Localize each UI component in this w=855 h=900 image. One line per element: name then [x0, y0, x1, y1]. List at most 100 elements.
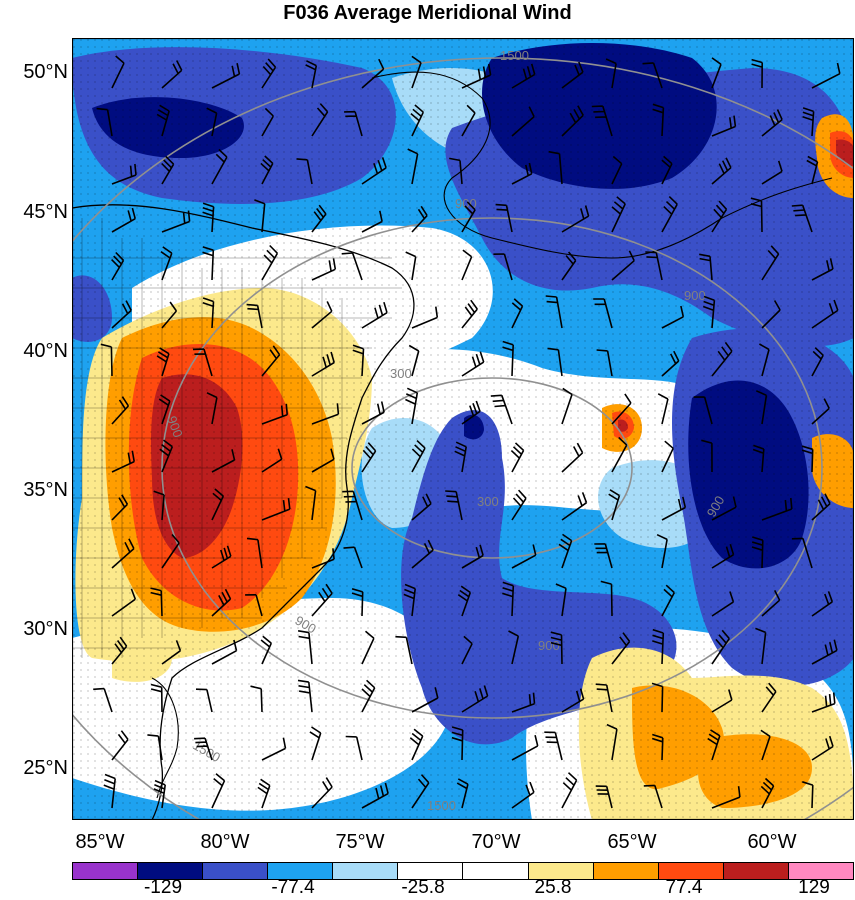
wind-barb [642, 62, 663, 89]
wind-barb [361, 630, 375, 665]
wind-barb [502, 581, 515, 617]
wind-barb [806, 155, 819, 185]
wind-barb [711, 786, 741, 809]
wind-barb [761, 590, 781, 617]
wind-barb [411, 306, 439, 329]
wind-barb [699, 253, 713, 281]
wind-barb [561, 251, 577, 281]
wind-barb [202, 246, 215, 281]
wind-barb [611, 155, 623, 185]
wind-barb [593, 298, 613, 329]
wind-barb [445, 490, 463, 521]
wind-barb [461, 400, 481, 425]
wind-barb [211, 148, 228, 185]
wind-barb [342, 490, 363, 521]
wind-barb [344, 110, 363, 137]
colorbar-swatch [397, 863, 463, 879]
map-svg: 1500 1500 1500 900 900 900 900 900 900 3… [72, 38, 854, 820]
wind-barb [652, 103, 665, 137]
wind-barb [811, 398, 830, 425]
wind-barb [508, 630, 520, 665]
wind-barb [600, 580, 613, 617]
wind-barb [761, 497, 793, 521]
wind-barb [411, 774, 430, 809]
colorbar-swatch [462, 863, 528, 879]
wind-barb [311, 777, 333, 809]
wind-barb [311, 548, 335, 569]
wind-barb [311, 403, 340, 425]
wind-barb [811, 692, 836, 713]
wind-barb [811, 493, 831, 521]
wind-barb [606, 723, 618, 761]
wind-barb [297, 630, 313, 665]
lat-label-40n: 40°N [23, 340, 68, 362]
wind-barb [411, 55, 422, 89]
wind-barb [755, 390, 768, 425]
coastline-florida [151, 677, 179, 799]
wind-barb [461, 63, 492, 89]
wind-barb [93, 687, 113, 713]
colorbar-swatch [202, 863, 268, 879]
wind-barb [561, 492, 588, 521]
stipple-overlay [72, 38, 854, 820]
wind-barb [707, 729, 721, 761]
wind-barb [211, 449, 236, 473]
wind-barb [461, 299, 478, 329]
wind-barb [195, 688, 213, 713]
wind-barb [661, 496, 687, 521]
wind-barb [206, 392, 218, 425]
wind-barb [558, 533, 573, 569]
wind-barb [711, 591, 735, 617]
wind-barb [352, 344, 365, 377]
wind-barb [661, 440, 674, 473]
wind-barb [611, 632, 631, 665]
wind-barb [343, 546, 363, 569]
wind-barb [311, 448, 335, 473]
lon-label-80w: 80°W [200, 831, 250, 853]
wind-barb [595, 683, 613, 713]
wind-barb [461, 351, 485, 377]
wind-barbs [93, 55, 841, 809]
wind-barb [608, 489, 621, 521]
wind-barb [261, 58, 277, 89]
wind-barb [550, 631, 563, 665]
wind-barb [545, 295, 563, 329]
lat-label-45n: 45°N [23, 201, 68, 223]
wind-barb [511, 489, 527, 521]
contour-label: 1500 [500, 48, 529, 63]
wind-barb [250, 685, 263, 713]
wind-barb [296, 158, 313, 185]
colorbar-label: -129 [143, 877, 183, 898]
wind-barb [161, 301, 178, 329]
wind-barb [661, 350, 680, 377]
wind-barb [511, 781, 535, 809]
wind-barb [611, 196, 626, 233]
wind-barb [657, 393, 669, 425]
wind-barb [711, 629, 730, 665]
wind-barb [511, 544, 537, 569]
wind-barb [202, 202, 215, 233]
wind-barb [408, 344, 420, 377]
colorbar-swatch [73, 863, 138, 879]
wind-barb [361, 442, 377, 473]
wind-barb [361, 679, 376, 713]
colorbar-swatch [787, 863, 853, 879]
wind-barb [711, 689, 733, 713]
wind-barb [811, 591, 834, 617]
map-title: F036 Average Meridional Wind [283, 2, 572, 24]
wind-barb [407, 148, 419, 185]
wind-barb [206, 107, 218, 137]
wind-barb [750, 197, 763, 233]
wind-barb [305, 60, 318, 89]
colorbar-swatch [657, 863, 723, 879]
wind-barb [194, 737, 213, 761]
wind-barb [643, 784, 663, 809]
wind-barb [591, 105, 613, 137]
wind-barb [111, 538, 135, 569]
wind-barb [510, 442, 525, 473]
wind-barb [461, 249, 473, 281]
wind-barb [711, 57, 722, 89]
lon-label-60w: 60°W [747, 831, 797, 853]
map-border [72, 38, 854, 820]
wind-barb [761, 300, 781, 329]
